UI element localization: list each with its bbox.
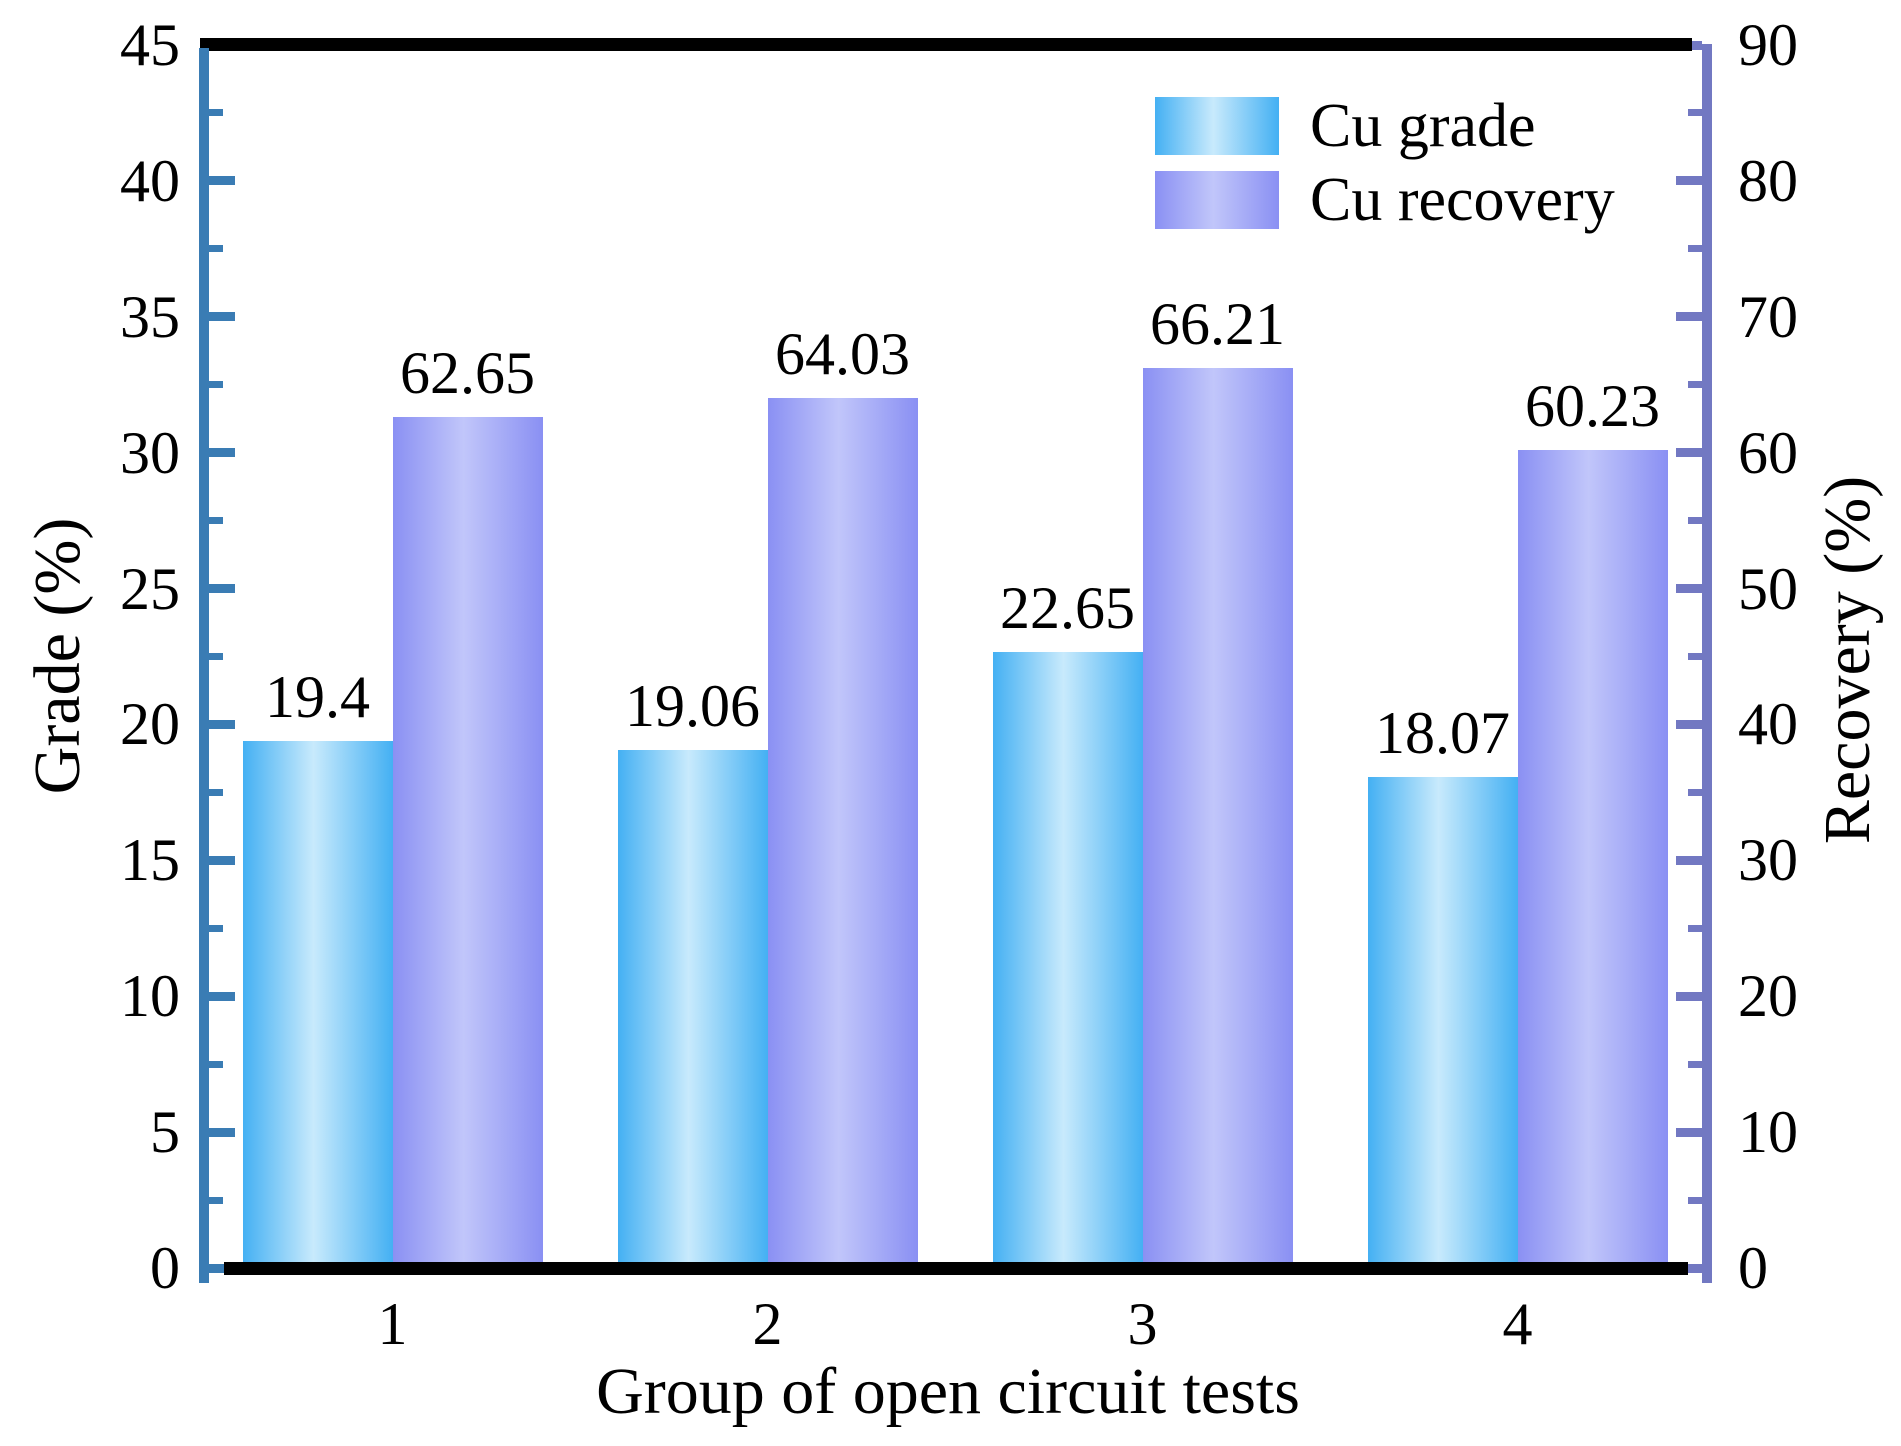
y-major-tick-right: [1676, 991, 1702, 1001]
y-tick-label-right: 0: [1738, 1235, 1768, 1301]
bar-cu-grade-2: [617, 749, 768, 1268]
y-tick-label-right: 50: [1738, 555, 1798, 622]
legend-label-cu-recovery: Cu recovery: [1310, 166, 1615, 234]
bar-cu-recovery-2: [767, 397, 918, 1268]
y-major-tick-left: [209, 855, 235, 865]
y-tick-label-left: 0: [150, 1235, 180, 1301]
y-tick-label-left: 25: [120, 555, 180, 622]
y-major-tick-left: [209, 1263, 235, 1273]
legend-swatch-cu-recovery: [1155, 171, 1279, 229]
y-minor-tick-right: [1688, 653, 1702, 660]
y-major-tick-left: [209, 584, 235, 594]
bar-cu-grade-4: [1367, 776, 1518, 1268]
bar-cu-recovery-3: [1142, 368, 1293, 1268]
bar-cu-recovery-1: [392, 416, 543, 1268]
y-tick-label-left: 35: [120, 283, 180, 350]
y-major-tick-right: [1676, 1127, 1702, 1137]
left-axis-title: Grade (%): [21, 517, 94, 795]
y-major-tick-left: [209, 176, 235, 186]
bar-value-label: 64.03: [775, 320, 910, 387]
y-tick-label-right: 40: [1738, 691, 1798, 758]
y-minor-tick-left: [209, 517, 223, 525]
x-tick-label: 3: [1127, 1291, 1158, 1357]
y-major-tick-left: [209, 312, 235, 322]
bar-value-label: 62.65: [400, 339, 535, 406]
y-major-tick-right: [1676, 584, 1702, 594]
y-tick-label-right: 80: [1738, 147, 1798, 214]
y-tick-label-left: 10: [120, 963, 180, 1030]
y-minor-tick-right: [1688, 788, 1702, 796]
y-major-tick-right: [1676, 719, 1702, 729]
y-major-tick-right: [1676, 312, 1702, 322]
y-major-tick-left: [209, 448, 235, 458]
y-minor-tick-left: [209, 924, 223, 932]
bar-cu-recovery-4: [1517, 449, 1668, 1268]
right-axis-title: Recovery (%): [1811, 475, 1884, 845]
y-minor-tick-right: [1688, 924, 1702, 932]
bar-value-label: 18.07: [1375, 699, 1510, 766]
left-spine: [199, 48, 209, 1283]
bar-cu-grade-1: [242, 740, 393, 1268]
bar-value-label: 66.21: [1150, 291, 1285, 358]
right-spine: [1702, 44, 1712, 1283]
y-minor-tick-right: [1688, 517, 1702, 525]
y-major-tick-left: [209, 1127, 235, 1137]
y-major-tick-left: [209, 991, 235, 1001]
x-tick-label: 4: [1502, 1291, 1533, 1357]
y-tick-label-right: 90: [1738, 12, 1798, 78]
y-tick-label-left: 20: [120, 691, 180, 758]
x-tick-label: 1: [377, 1291, 408, 1357]
legend-swatch-cu-grade: [1155, 97, 1279, 155]
y-minor-tick-left: [209, 245, 223, 253]
y-minor-tick-right: [1688, 1060, 1702, 1068]
y-major-tick-right: [1676, 176, 1702, 186]
y-tick-label-left: 45: [120, 12, 180, 78]
bar-value-label: 60.23: [1525, 372, 1660, 439]
y-minor-tick-left: [209, 109, 223, 117]
legend-label-cu-grade: Cu grade: [1310, 92, 1536, 160]
y-tick-label-left: 5: [150, 1099, 180, 1166]
y-tick-label-right: 60: [1738, 419, 1798, 486]
y-tick-label-left: 15: [120, 827, 180, 894]
y-minor-tick-right: [1688, 381, 1702, 389]
y-major-tick-right: [1676, 1263, 1702, 1273]
y-tick-label-right: 30: [1738, 827, 1798, 894]
y-minor-tick-left: [209, 381, 223, 389]
y-minor-tick-right: [1688, 109, 1702, 117]
y-minor-tick-left: [209, 653, 223, 660]
y-major-tick-left: [209, 719, 235, 729]
x-axis-title: Group of open circuit tests: [596, 1355, 1300, 1428]
y-minor-tick-left: [209, 1196, 223, 1204]
y-minor-tick-right: [1688, 245, 1702, 253]
y-major-tick-right: [1676, 448, 1702, 458]
bottom-spine: [224, 1262, 1688, 1275]
y-tick-label-right: 70: [1738, 283, 1798, 350]
y-tick-label-left: 40: [120, 147, 180, 214]
y-minor-tick-right: [1688, 1196, 1702, 1204]
y-minor-tick-left: [209, 1060, 223, 1068]
y-major-tick-right: [1676, 855, 1702, 865]
y-tick-label-left: 30: [120, 419, 180, 486]
bar-value-label: 22.65: [1000, 575, 1135, 642]
x-tick-label: 2: [752, 1291, 783, 1357]
y-minor-tick-left: [209, 788, 223, 796]
bar-value-label: 19.4: [265, 663, 370, 730]
bar-cu-grade-3: [992, 652, 1143, 1268]
y-tick-label-right: 10: [1738, 1099, 1798, 1166]
bar-value-label: 19.06: [625, 672, 760, 739]
top-spine: [200, 38, 1692, 51]
y-tick-label-right: 20: [1738, 963, 1798, 1030]
